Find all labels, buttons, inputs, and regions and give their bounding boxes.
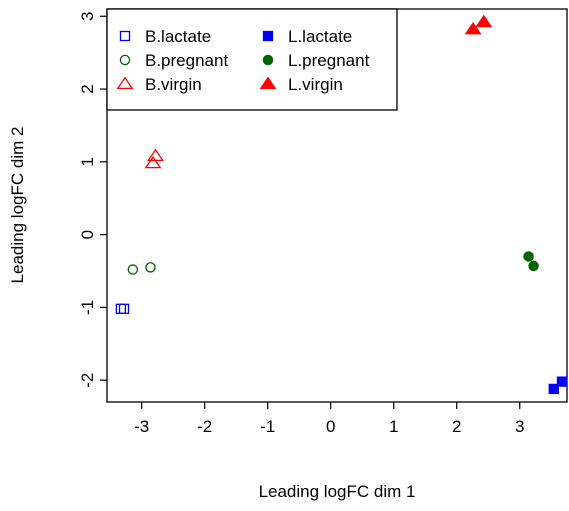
y-axis: -2 -1 0 1 2 3: [78, 12, 107, 388]
legend-label: L.pregnant: [288, 51, 370, 70]
y-tick-label: -2: [78, 373, 97, 388]
x-tick-label: -1: [260, 417, 275, 436]
x-tick-label: 2: [452, 417, 461, 436]
y-axis-label: Leading logFC dim 2: [8, 127, 27, 284]
legend: B.lactate B.pregnant B.virgin L.lactate L.pr…: [106, 8, 398, 111]
legend-label: B.lactate: [145, 27, 211, 46]
data-point: [523, 251, 534, 262]
y-tick-label: 2: [78, 84, 97, 93]
legend-symbol: [262, 30, 274, 42]
x-tick-label: 3: [515, 417, 524, 436]
legend-symbol: [119, 30, 131, 42]
legend-symbol: [262, 54, 274, 66]
legend-label: L.virgin: [288, 75, 343, 94]
data-point: [556, 376, 568, 387]
legend-symbol: [259, 76, 277, 89]
data-point: [147, 148, 164, 162]
x-tick-label: 1: [389, 417, 398, 436]
data-point: [145, 262, 156, 273]
legend-box: [106, 8, 398, 111]
data-point: [127, 264, 139, 275]
data-point: [475, 14, 493, 28]
y-tick-label: 0: [78, 230, 97, 239]
data-point: [464, 22, 482, 35]
legend-label: B.virgin: [145, 75, 202, 94]
data-point: [118, 303, 130, 314]
x-tick-label: -3: [134, 417, 149, 436]
x-axis-label: Leading logFC dim 1: [259, 482, 416, 501]
data-points: [115, 14, 568, 395]
legend-label: B.pregnant: [145, 51, 228, 70]
y-tick-label: 1: [78, 157, 97, 166]
x-tick-label: -2: [197, 417, 212, 436]
data-point: [115, 303, 127, 314]
y-tick-label: -1: [78, 300, 97, 315]
legend-symbol: [119, 54, 131, 66]
y-tick-label: 3: [78, 12, 97, 21]
legend-label: L.lactate: [288, 27, 352, 46]
data-point: [144, 155, 162, 169]
data-point: [528, 260, 539, 272]
x-axis: -3 -2 -1 0 1 2 3: [134, 402, 524, 436]
data-point: [548, 383, 559, 395]
legend-symbol: [116, 76, 134, 89]
x-tick-label: 0: [326, 417, 335, 436]
